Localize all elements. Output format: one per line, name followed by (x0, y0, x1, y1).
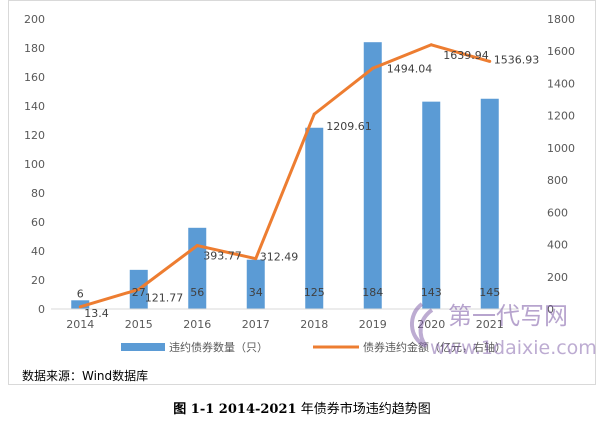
chart-frame: 0 20 40 60 80 100 120 140 160 180 200 0 200 400 600 800… (8, 0, 596, 385)
caption-text: 年债券市场违约趋势图 (300, 402, 431, 417)
bar-data-label: 6 (77, 287, 84, 300)
x-tick-label: 2018 (300, 318, 328, 331)
bar (71, 300, 90, 309)
bar (422, 101, 441, 310)
watermark-brand: 第一代写网 (448, 302, 568, 330)
line-data-label: 312.49 (260, 251, 299, 264)
line-data-label: 393.77 (203, 250, 242, 263)
bar-data-label: 184 (362, 286, 383, 299)
y-left-tick-label: 100 (24, 158, 45, 171)
x-tick-label: 2015 (125, 318, 153, 331)
y-left-tick-label: 60 (31, 216, 45, 229)
figure-caption: 图 1-1 2014-2021 年债券市场违约趋势图 (0, 398, 604, 417)
legend-bar-label: 违约债券数量（只） (169, 340, 268, 354)
x-tick-label: 2021 (476, 318, 504, 331)
y-right-tick-label: 1000 (547, 142, 575, 155)
bar-data-label: 56 (190, 286, 204, 299)
y-right-tick-label: 800 (547, 174, 568, 187)
legend-line-label: 债券违约金额（亿元，右轴） (363, 340, 506, 354)
y-right-tick-label: 600 (547, 206, 568, 219)
line-data-label: 1209.61 (326, 120, 372, 133)
bar (363, 42, 382, 309)
y-left-tick-label: 200 (24, 13, 45, 26)
line-point (371, 66, 375, 70)
y-right-tick-label: 400 (547, 239, 568, 252)
x-tick-label: 2016 (183, 318, 211, 331)
y-right-tick-label: 1800 (547, 13, 575, 26)
line-point (137, 287, 141, 291)
y-left-tick-label: 80 (31, 187, 45, 200)
y-left-tick-label: 140 (24, 100, 45, 113)
line-data-label: 121.77 (145, 291, 184, 304)
line-data-label: 1536.93 (494, 53, 540, 66)
bar-data-label: 125 (304, 286, 325, 299)
line-series (79, 43, 491, 309)
watermark-swirl-icon (410, 302, 434, 348)
y-left-tick-label: 120 (24, 129, 45, 142)
line-data-label: 1639.94 (443, 49, 489, 62)
bar (246, 259, 265, 309)
line-point (429, 43, 433, 47)
y-left-tick-label: 20 (31, 274, 45, 287)
line-data-label: 13.4 (84, 307, 109, 320)
y-right-tick-label: 0 (547, 303, 554, 316)
bar-data-label: 27 (132, 286, 146, 299)
bar (480, 98, 499, 309)
y-left-tick-label: 180 (24, 42, 45, 55)
line-point (78, 305, 82, 309)
y-left-tick-label: 40 (31, 245, 45, 258)
x-tick-label: 2014 (66, 318, 94, 331)
line-point (195, 244, 199, 248)
line-data-label: 1494.04 (387, 62, 433, 75)
bar-data-label: 145 (479, 286, 500, 299)
bar-data-label: 34 (249, 286, 263, 299)
bar (305, 127, 324, 309)
line-point (254, 257, 258, 261)
legend-bar-swatch (121, 343, 165, 351)
y-right-tick-label: 200 (547, 271, 568, 284)
x-tick-label: 2019 (359, 318, 387, 331)
line-point (312, 112, 316, 116)
watermark-url: www.1daixie.com (430, 337, 597, 358)
x-tick-label: 2017 (242, 318, 270, 331)
caption-number: 图 1-1 2014-2021 (173, 402, 297, 417)
y-left-tick-label: 160 (24, 71, 45, 84)
watermark-logo: 第一代写网 www.1daixie.com (410, 302, 597, 358)
y-right-tick-label: 1600 (547, 45, 575, 58)
y-left-tick-label: 0 (38, 303, 45, 316)
y-right-tick-label: 1400 (547, 77, 575, 90)
source-note: 数据来源：Wind数据库 (22, 369, 149, 383)
line-point (488, 59, 492, 63)
bar-data-label: 143 (421, 286, 442, 299)
y-right-tick-label: 1200 (547, 110, 575, 123)
